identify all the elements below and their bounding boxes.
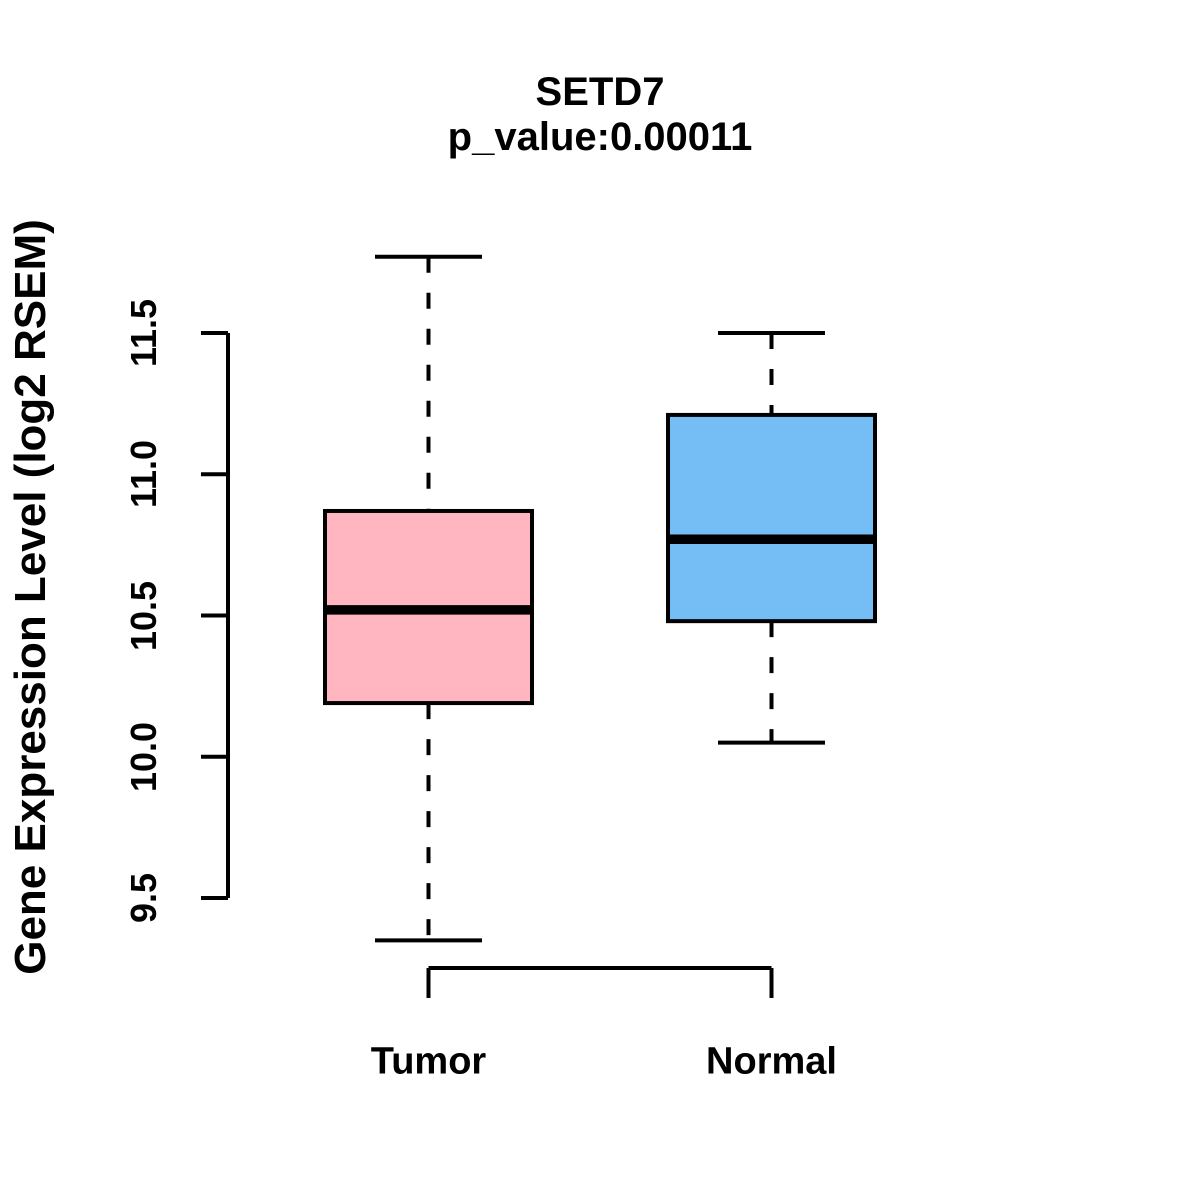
y-tick-label: 11.5 bbox=[123, 298, 164, 368]
chart-title: SETD7 bbox=[535, 70, 665, 114]
y-tick-label: 11.0 bbox=[123, 440, 164, 509]
y-tick-label: 10.0 bbox=[123, 721, 164, 792]
y-tick-label: 9.5 bbox=[123, 872, 164, 924]
y-tick-label: 10.5 bbox=[123, 580, 164, 651]
chart-subtitle: p_value:0.00011 bbox=[447, 115, 753, 159]
normal-box bbox=[666, 412, 877, 624]
category-label-tumor: Tumor bbox=[370, 1040, 487, 1083]
category-label-normal: Normal bbox=[706, 1040, 837, 1083]
